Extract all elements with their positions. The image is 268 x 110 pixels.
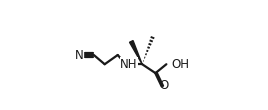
Text: OH: OH [171,58,189,71]
Text: N: N [75,49,83,61]
Text: NH: NH [120,58,138,71]
Text: O: O [159,79,169,92]
Polygon shape [129,41,142,64]
